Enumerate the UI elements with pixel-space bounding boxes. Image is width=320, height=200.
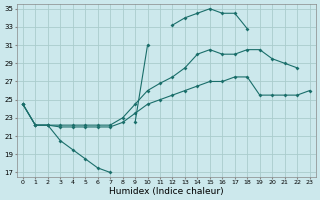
X-axis label: Humidex (Indice chaleur): Humidex (Indice chaleur) [109,187,224,196]
